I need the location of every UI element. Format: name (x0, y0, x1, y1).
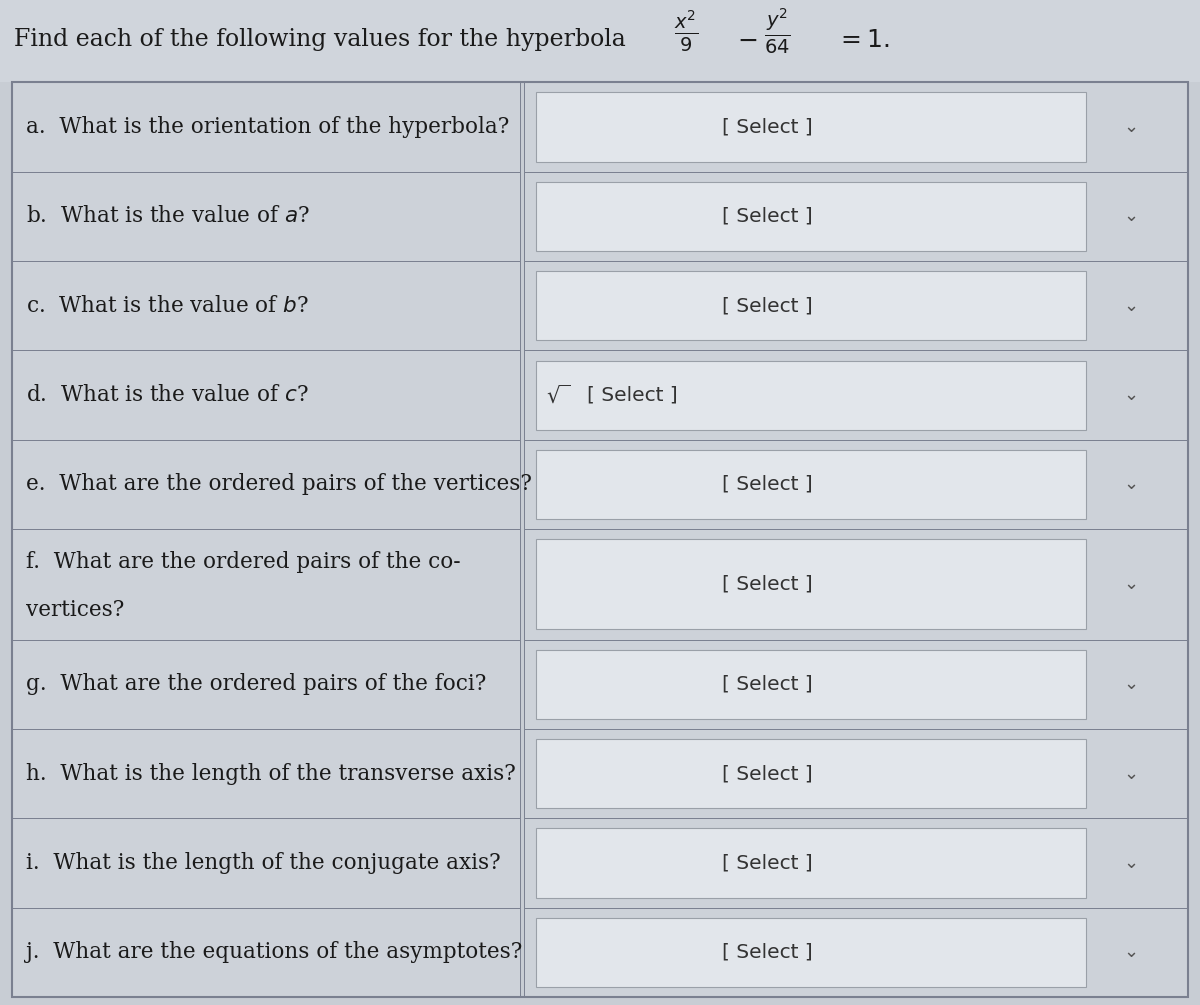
FancyBboxPatch shape (524, 639, 1188, 729)
FancyBboxPatch shape (536, 361, 1086, 430)
FancyBboxPatch shape (536, 649, 1086, 719)
Text: Find each of the following values for the hyperbola: Find each of the following values for th… (14, 28, 641, 51)
Text: ⌄: ⌄ (1123, 118, 1138, 136)
Text: ⌄: ⌄ (1123, 675, 1138, 693)
FancyBboxPatch shape (524, 82, 1188, 172)
Text: $\sqrt{\,}$: $\sqrt{\,}$ (546, 384, 570, 407)
Text: ⌄: ⌄ (1123, 207, 1138, 225)
Text: h.  What is the length of the transverse axis?: h. What is the length of the transverse … (26, 763, 516, 785)
Text: [ Select ]: [ Select ] (722, 207, 812, 226)
FancyBboxPatch shape (12, 530, 520, 639)
Text: [ Select ]: [ Select ] (722, 296, 812, 316)
Text: [ Select ]: [ Select ] (722, 674, 812, 693)
Text: [ Select ]: [ Select ] (722, 943, 812, 962)
FancyBboxPatch shape (524, 261, 1188, 351)
Text: e.  What are the ordered pairs of the vertices?: e. What are the ordered pairs of the ver… (26, 473, 533, 495)
FancyBboxPatch shape (524, 172, 1188, 261)
FancyBboxPatch shape (536, 828, 1086, 897)
Text: [ Select ]: [ Select ] (722, 475, 812, 494)
Text: ⌄: ⌄ (1123, 475, 1138, 493)
FancyBboxPatch shape (524, 908, 1188, 997)
FancyBboxPatch shape (536, 540, 1086, 629)
Text: b.  What is the value of $a$?: b. What is the value of $a$? (26, 205, 311, 227)
FancyBboxPatch shape (536, 450, 1086, 520)
Text: $= 1.$: $= 1.$ (836, 27, 890, 51)
Text: j.  What are the equations of the asymptotes?: j. What are the equations of the asympto… (26, 942, 523, 963)
FancyBboxPatch shape (12, 818, 520, 908)
Text: $-$: $-$ (737, 27, 757, 51)
Text: ⌄: ⌄ (1123, 575, 1138, 593)
Text: $\frac{x^2}{9}$: $\frac{x^2}{9}$ (674, 9, 698, 54)
FancyBboxPatch shape (536, 739, 1086, 808)
Text: f.  What are the ordered pairs of the co-: f. What are the ordered pairs of the co- (26, 552, 461, 573)
Text: ⌄: ⌄ (1123, 854, 1138, 872)
FancyBboxPatch shape (12, 440, 520, 530)
FancyBboxPatch shape (536, 271, 1086, 341)
FancyBboxPatch shape (536, 182, 1086, 251)
Text: g.  What are the ordered pairs of the foci?: g. What are the ordered pairs of the foc… (26, 673, 487, 695)
FancyBboxPatch shape (524, 530, 1188, 639)
FancyBboxPatch shape (524, 729, 1188, 818)
Text: $\frac{y^2}{64}$: $\frac{y^2}{64}$ (764, 7, 791, 56)
Text: [ Select ]: [ Select ] (722, 575, 812, 594)
FancyBboxPatch shape (12, 639, 520, 729)
Text: vertices?: vertices? (26, 599, 125, 621)
FancyBboxPatch shape (536, 92, 1086, 162)
Text: [ Select ]: [ Select ] (722, 764, 812, 783)
FancyBboxPatch shape (12, 351, 520, 440)
FancyBboxPatch shape (536, 918, 1086, 987)
FancyBboxPatch shape (12, 908, 520, 997)
Text: [ Select ]: [ Select ] (722, 118, 812, 137)
Text: d.  What is the value of $c$?: d. What is the value of $c$? (26, 384, 308, 406)
FancyBboxPatch shape (524, 351, 1188, 440)
FancyBboxPatch shape (0, 0, 1200, 82)
Text: ⌄: ⌄ (1123, 386, 1138, 404)
Text: ⌄: ⌄ (1123, 296, 1138, 315)
Text: [ Select ]: [ Select ] (722, 853, 812, 872)
FancyBboxPatch shape (12, 261, 520, 351)
Text: c.  What is the value of $b$?: c. What is the value of $b$? (26, 294, 310, 317)
FancyBboxPatch shape (524, 818, 1188, 908)
Text: [ Select ]: [ Select ] (587, 386, 678, 405)
FancyBboxPatch shape (12, 729, 520, 818)
Text: ⌄: ⌄ (1123, 765, 1138, 783)
Text: i.  What is the length of the conjugate axis?: i. What is the length of the conjugate a… (26, 852, 502, 874)
Text: ⌄: ⌄ (1123, 944, 1138, 962)
FancyBboxPatch shape (524, 440, 1188, 530)
FancyBboxPatch shape (12, 172, 520, 261)
FancyBboxPatch shape (12, 82, 520, 172)
Text: a.  What is the orientation of the hyperbola?: a. What is the orientation of the hyperb… (26, 117, 510, 138)
